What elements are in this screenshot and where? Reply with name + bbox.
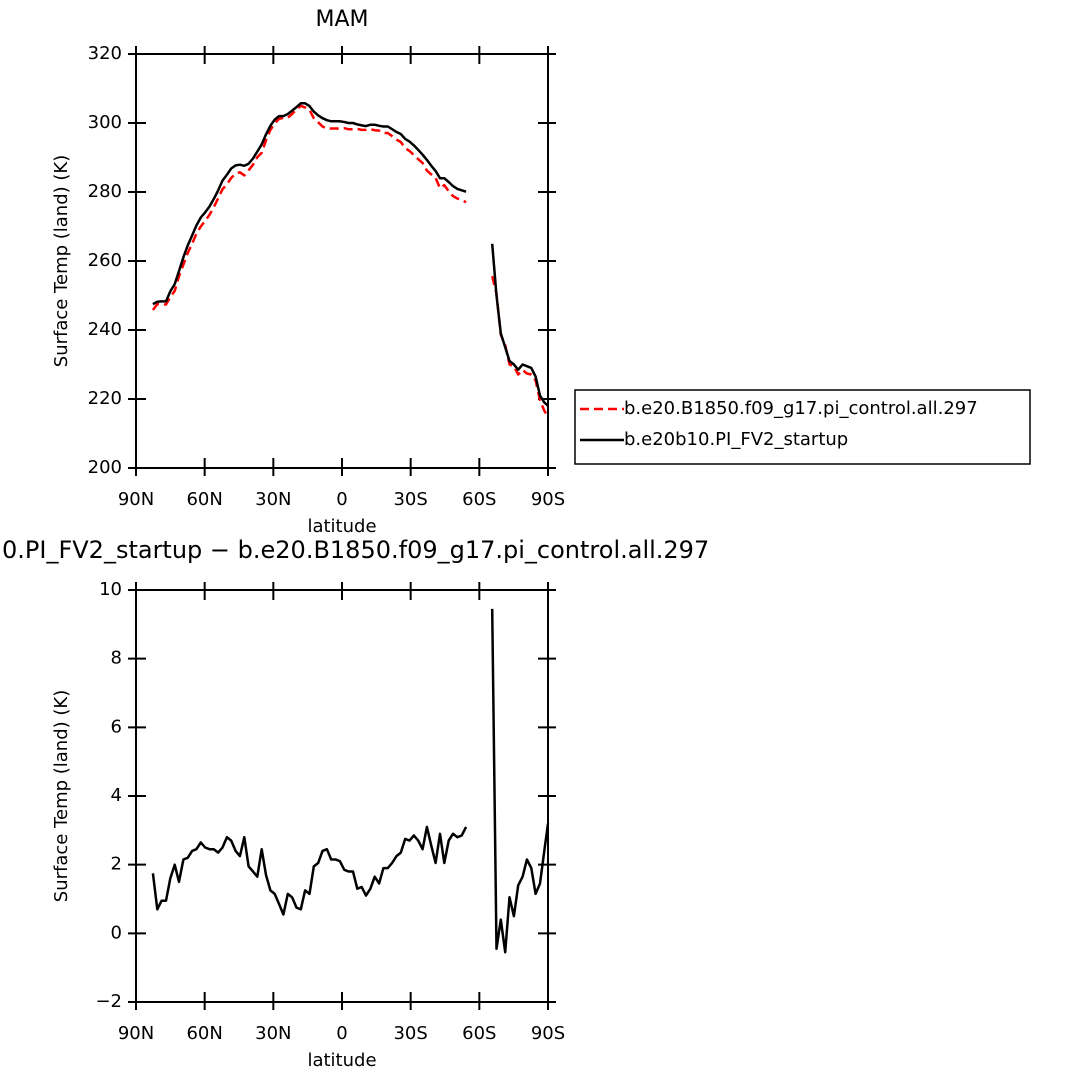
y-tick-label: 0 <box>111 922 122 943</box>
plot: MAM 200 220 240 260 280 300 320 90N 60N 30N 0 30S 60S… <box>51 7 1031 537</box>
legend-box <box>574 389 1031 465</box>
x-tick-label: 30N <box>255 489 291 510</box>
x-tick-label: 30S <box>393 1023 427 1044</box>
chart-title: 0.PI_FV2_startup − b.e20.B1850.f09_g17.p… <box>2 536 709 564</box>
y-tick-label: 300 <box>88 112 122 133</box>
y-tick-label: 320 <box>88 43 122 64</box>
x-tick-label: 60S <box>462 1023 496 1044</box>
x-tick-label: 30N <box>255 1023 291 1044</box>
x-tick-label: 60N <box>186 1023 222 1044</box>
y-axis-label: Surface Temp (land) (K) <box>51 690 72 902</box>
x-tick-label: 90N <box>118 1023 154 1044</box>
plot-frame <box>135 53 549 469</box>
y-tick-label: 4 <box>111 785 122 806</box>
x-axis-label: latitude <box>307 1050 376 1071</box>
y-tick-label: 10 <box>99 579 122 600</box>
x-tick-label: 90S <box>531 489 565 510</box>
y-axis-label: Surface Temp (land) (K) <box>51 155 72 367</box>
x-tick-label: 60N <box>186 489 222 510</box>
legend-label: b.e20b10.PI_FV2_startup <box>624 429 848 450</box>
x-tick-label: 60S <box>462 489 496 510</box>
x-tick-label: 90S <box>531 1023 565 1044</box>
y-tick-label: 6 <box>111 716 122 737</box>
series-line <box>151 608 550 954</box>
series-line <box>151 104 550 418</box>
y-tick-label: 240 <box>88 319 122 340</box>
series-line <box>152 102 549 407</box>
x-tick-label: 0 <box>336 489 347 510</box>
plot-frame <box>135 589 549 1003</box>
x-tick-label: 90N <box>118 489 154 510</box>
x-axis-label: latitude <box>307 516 376 537</box>
chart-title: MAM <box>315 7 368 32</box>
plot: 0.PI_FV2_startup − b.e20.B1850.f09_g17.p… <box>2 536 709 1071</box>
x-tick-label: 30S <box>393 489 427 510</box>
y-tick-label: 220 <box>88 388 122 409</box>
y-tick-label: 8 <box>111 648 122 669</box>
y-tick-label: 200 <box>88 457 122 478</box>
y-tick-label: 260 <box>88 250 122 271</box>
y-tick-label: −2 <box>95 991 122 1012</box>
y-tick-label: 2 <box>111 854 122 875</box>
legend-label: b.e20.B1850.f09_g17.pi_control.all.297 <box>624 398 978 419</box>
x-tick-label: 0 <box>336 1023 347 1044</box>
y-tick-label: 280 <box>88 181 122 202</box>
